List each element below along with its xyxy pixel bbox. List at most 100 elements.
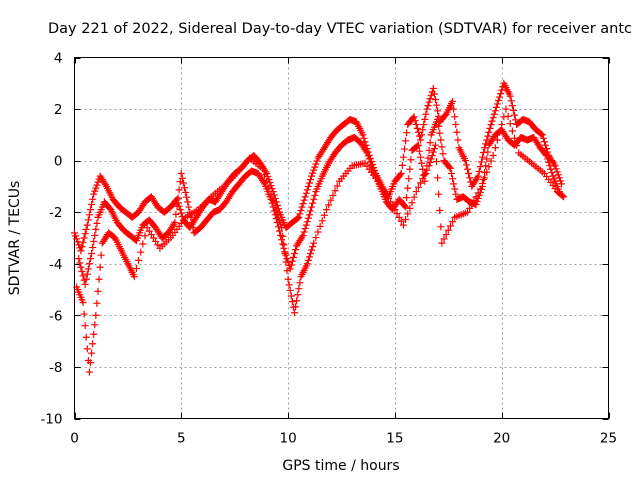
data-point [414, 141, 422, 149]
data-point-interp [474, 189, 482, 197]
data-point-interp [496, 128, 504, 136]
data-point-interp [132, 265, 140, 273]
data-point-interp [76, 259, 84, 267]
data-point-interp [420, 121, 428, 129]
data-point-interp [418, 131, 426, 139]
data-point-interp [422, 170, 430, 178]
data-point [464, 208, 472, 216]
data-point-interp [365, 155, 373, 163]
data-point-interp [364, 152, 372, 160]
data-point-interp [82, 225, 90, 233]
data-point-interp [301, 225, 309, 233]
data-point-interp [75, 241, 83, 249]
data-point-interp [93, 299, 101, 307]
data-point-interp [264, 173, 272, 181]
data-point-interp [466, 204, 474, 212]
x-tick-label: 25 [600, 431, 617, 447]
data-point-interp [462, 161, 470, 169]
data-point-interp [497, 90, 505, 98]
data-point-interp [305, 179, 313, 187]
data-point-interp [398, 161, 406, 169]
data-point-interp [477, 158, 485, 166]
data-point-interp [483, 168, 491, 176]
data-point-interp [480, 176, 488, 184]
data-point-interp [294, 214, 302, 222]
data-point-interp [417, 179, 425, 187]
y-tick-label: 2 [54, 102, 63, 118]
data-point-interp [478, 153, 486, 161]
data-point-interp [419, 126, 427, 134]
data-point-interp [433, 158, 441, 166]
data-point-interp [316, 222, 324, 230]
x-tick-label: 0 [70, 431, 79, 447]
data-point-interp [473, 197, 481, 205]
data-point [92, 311, 100, 319]
data-point [461, 157, 469, 165]
data-point-interp [307, 207, 315, 215]
data-point [487, 121, 495, 129]
data-point-interp [482, 162, 490, 170]
data-point [83, 221, 91, 229]
data-point-interp [426, 139, 434, 147]
data-point-interp [272, 198, 280, 206]
data-point-interp [504, 112, 512, 120]
data-point-interp [418, 159, 426, 167]
data-point-interp [296, 279, 304, 287]
axis-ticks [74, 57, 610, 420]
y-tick-label: 0 [54, 154, 63, 170]
data-point-interp [559, 192, 567, 200]
data-point-interp [303, 218, 311, 226]
data-point-interp [555, 174, 563, 182]
data-point-interp [79, 272, 87, 280]
data-point-interp [300, 228, 308, 236]
data-point-interp [396, 171, 404, 179]
data-point-interp [403, 194, 411, 202]
data-point-interp [282, 251, 290, 259]
data-point-interp [318, 217, 326, 225]
data-point-interp [261, 171, 269, 179]
data-point [75, 255, 83, 263]
chart-title: Day 221 of 2022, Sidereal Day-to-day VTE… [48, 21, 632, 37]
data-point-interp [174, 194, 182, 202]
data-point-interp [413, 142, 421, 150]
data-point [493, 100, 501, 108]
data-point [359, 131, 367, 139]
data-point [278, 224, 286, 232]
data-point-interp [448, 170, 456, 178]
data-point-interp [468, 200, 476, 208]
data-point-interp [437, 136, 445, 144]
data-point [489, 151, 497, 159]
data-point-interp [278, 236, 286, 244]
data-point-interp [89, 195, 97, 203]
data-point-interp [508, 127, 516, 135]
data-point-interp [478, 179, 486, 187]
data-point-interp [309, 243, 317, 251]
data-point [431, 141, 439, 149]
data-point-interp [81, 322, 89, 330]
data-point-interp [310, 166, 318, 174]
data-point-interp [498, 121, 506, 129]
data-point-interp [419, 175, 427, 183]
data-point-interp [78, 243, 86, 251]
data-point-interp [94, 287, 102, 295]
data-point-interp [511, 134, 519, 142]
data-point-interp [402, 216, 410, 224]
plot-frame [74, 57, 609, 419]
data-point-interp [311, 191, 319, 199]
data-point-interp [176, 206, 184, 214]
data-point [295, 213, 303, 221]
data-point-interp [85, 260, 93, 268]
data-point-interp [327, 196, 335, 204]
data-point [560, 193, 568, 201]
x-tick-label: 10 [280, 431, 297, 447]
data-point-interp [299, 200, 307, 208]
data-point-interp [88, 200, 96, 208]
data-point-interp [452, 121, 460, 129]
data-point-interp [427, 155, 435, 163]
data-point-interp [308, 246, 316, 254]
data-point-interp [452, 190, 460, 198]
data-point-interp [178, 174, 186, 182]
data-point [85, 368, 93, 376]
data-point [502, 105, 510, 113]
